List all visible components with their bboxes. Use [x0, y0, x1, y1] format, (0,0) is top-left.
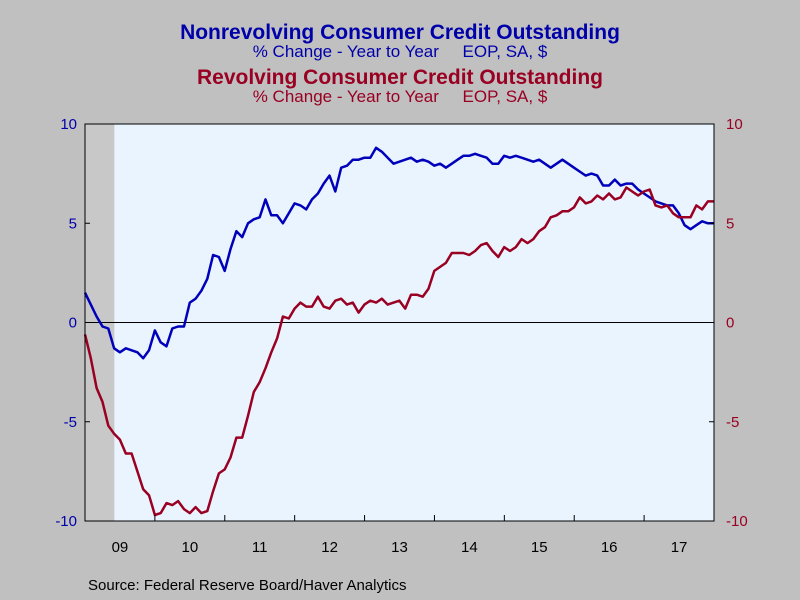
series-line-nonrevolving — [83, 146, 714, 360]
x-tick-label: 11 — [252, 539, 268, 556]
title-block-revolving: Revolving Consumer Credit Outstanding % … — [0, 67, 800, 105]
right-tick-label: 0 — [726, 315, 734, 332]
chart-title-1: Nonrevolving Consumer Credit Outstanding — [180, 21, 620, 44]
x-tick-label: 12 — [321, 539, 338, 556]
x-tick-label: 16 — [601, 539, 618, 556]
left-tick-label: 10 — [60, 116, 77, 133]
title-block-nonrevolving: Nonrevolving Consumer Credit Outstanding… — [0, 22, 800, 60]
left-tick-label: -10 — [55, 513, 77, 530]
x-tick-label: 13 — [391, 539, 408, 556]
chart-subtitle-1: % Change - Year to Year EOP, SA, $ — [252, 42, 548, 61]
left-tick-label: 0 — [69, 315, 77, 332]
x-tick-label: 17 — [671, 539, 688, 556]
source-note: Source: Federal Reserve Board/Haver Anal… — [88, 577, 407, 594]
x-tick-label: 10 — [181, 539, 198, 556]
right-tick-label: 10 — [726, 116, 743, 133]
right-tick-label: 5 — [726, 215, 734, 232]
x-tick-label: 15 — [531, 539, 548, 556]
right-tick-label: -10 — [726, 513, 748, 530]
left-tick-label: -5 — [64, 414, 77, 431]
series-line-revolving — [83, 186, 714, 517]
x-tick-label: 09 — [112, 539, 129, 556]
x-tick-label: 14 — [461, 539, 478, 556]
left-tick-label: 5 — [69, 215, 77, 232]
chart-subtitle-2: % Change - Year to Year EOP, SA, $ — [252, 87, 548, 106]
chart-title-2: Revolving Consumer Credit Outstanding — [196, 66, 604, 89]
right-tick-label: -5 — [726, 414, 739, 431]
